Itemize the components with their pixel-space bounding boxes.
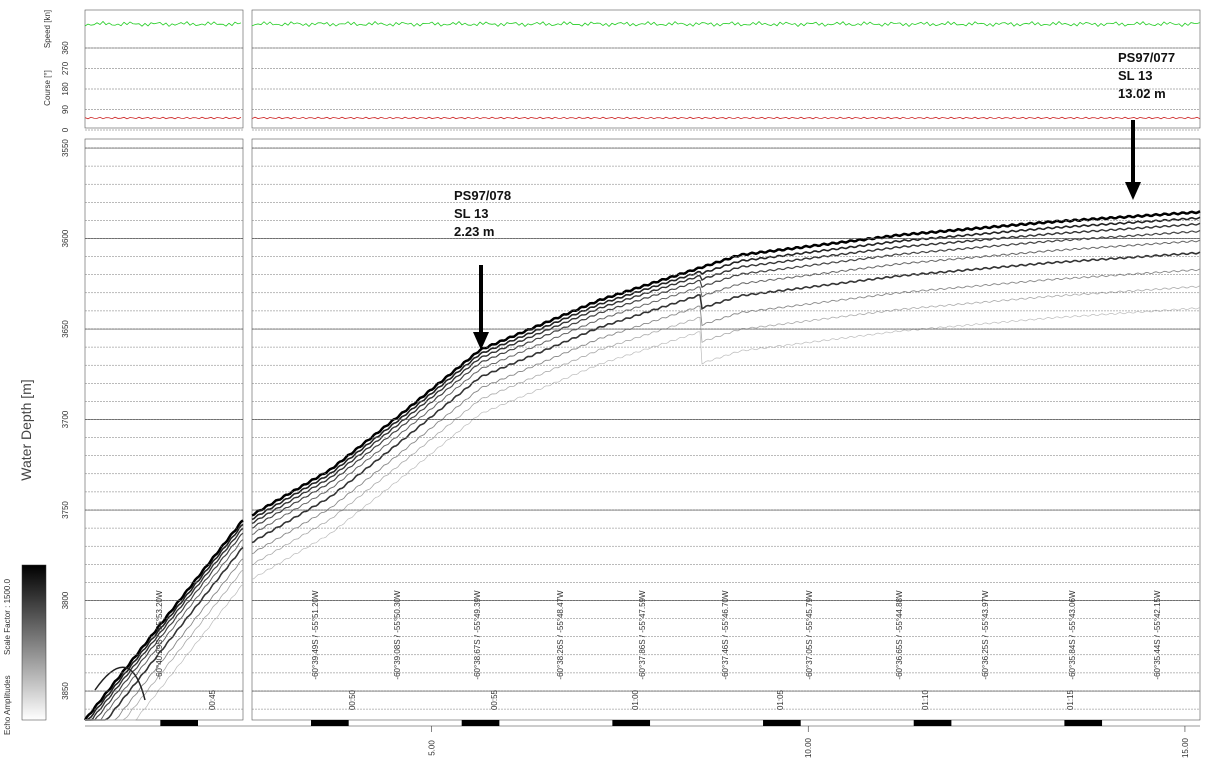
y-axis-label: Speed [kn] (43, 10, 52, 48)
position-label: -60°40.29S / -55°53.20W (155, 590, 164, 680)
echogram (83, 210, 1201, 721)
y-tick-label: 3700 (61, 410, 70, 428)
y-tick-label: 3600 (61, 229, 70, 247)
arrow-head (1125, 182, 1141, 200)
annotation-text: PS97/078 (454, 188, 511, 203)
time-label: 00:55 (490, 689, 499, 710)
y-tick-label: 90 (61, 105, 70, 114)
reflector (85, 532, 244, 721)
colorbar-scale: Scale Factor : 1500.0 (3, 578, 12, 655)
position-label: -60°39.08S / -55°50.30W (393, 590, 402, 680)
y-tick-label: 0 (61, 127, 70, 132)
scale-bar-segment (913, 720, 952, 726)
position-label: -60°38.26S / -55°48.47W (556, 590, 565, 680)
annotation-text: SL 13 (454, 206, 488, 221)
hyperbola (94, 666, 146, 701)
colorbar (21, 564, 47, 721)
position-label: -60°35.84S / -55°43.06W (1068, 590, 1077, 680)
reflector (251, 285, 1201, 566)
course-trace (84, 116, 242, 120)
x-tick-label: 15.00 (1181, 737, 1190, 758)
y-tick-label: 270 (61, 61, 70, 75)
x-tick-label: 10.00 (804, 737, 813, 758)
time-label: 00:50 (348, 689, 357, 710)
scale-bar-segment (311, 720, 349, 726)
reflector (251, 268, 1201, 555)
left-nav-frame (84, 9, 244, 129)
y-axis-label: Water Depth [m] (18, 379, 34, 480)
y-tick-label: 3750 (61, 501, 70, 519)
position-label: -60°38.67S / -55°49.39W (473, 590, 482, 680)
scale-bar-segment (612, 720, 651, 726)
reflector (251, 306, 1201, 580)
time-label: 01:05 (776, 689, 785, 710)
y-tick-label: 3650 (61, 320, 70, 338)
scale-bar-segment (160, 720, 199, 726)
reflector (85, 546, 244, 721)
annotation-text: SL 13 (1118, 68, 1152, 83)
annotation-text: 2.23 m (454, 224, 494, 239)
reflector (251, 216, 1201, 521)
main-echo-frame (251, 138, 1201, 721)
y-tick-label: 3850 (61, 682, 70, 700)
reflector (85, 527, 244, 721)
position-label: -60°39.49S / -55°51.20W (311, 590, 320, 680)
reflector (251, 210, 1201, 517)
reflector (85, 569, 244, 721)
position-label: -60°36.65S / -55°44.88W (895, 590, 904, 680)
y-tick-label: 3800 (61, 591, 70, 609)
reflector (85, 539, 244, 721)
y-tick-label: 360 (61, 41, 70, 55)
annotation-text: PS97/077 (1118, 50, 1175, 65)
reflector (251, 239, 1201, 536)
scale-bar-segment (461, 720, 500, 726)
reflector (251, 251, 1201, 544)
scale-bar-segment (1064, 720, 1103, 726)
colorbar-label: Echo Amplitudes (3, 675, 12, 735)
arrow-head (473, 332, 489, 350)
time-label: 01:15 (1066, 689, 1075, 710)
speed-trace (84, 20, 242, 27)
y-tick-label: 3550 (61, 139, 70, 157)
reflector (251, 229, 1201, 529)
position-label: -60°35.44S / -55°42.15W (1153, 590, 1162, 680)
scale-bar-segment (763, 720, 801, 726)
reflector (85, 584, 244, 721)
position-label: -60°36.25S / -55°43.97W (981, 590, 990, 680)
time-label: 00:45 (208, 689, 217, 710)
x-tick-label: 5.00 (428, 740, 437, 756)
speed-trace (251, 20, 1201, 28)
annotation-text: 13.02 m (1118, 86, 1166, 101)
reflector (251, 222, 1201, 525)
time-label: 01:00 (631, 689, 640, 710)
position-label: -60°37.86S / -55°47.59W (638, 590, 647, 680)
course-trace (251, 116, 1201, 120)
time-label: 01:10 (921, 689, 930, 710)
main-nav-frame (251, 9, 1201, 129)
reflector (83, 519, 244, 721)
y-axis-label: Course [°] (43, 70, 52, 106)
position-label: -60°37.46S / -55°46.70W (721, 590, 730, 680)
y-tick-label: 180 (61, 82, 70, 96)
position-label: -60°37.05S / -55°45.79W (805, 590, 814, 680)
